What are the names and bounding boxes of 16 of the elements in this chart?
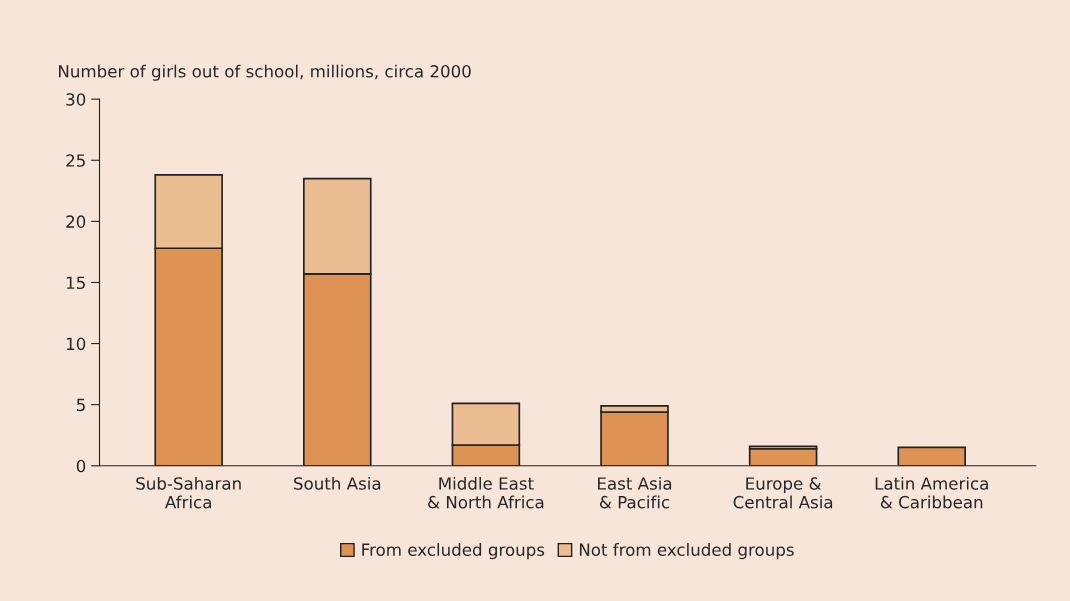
y-axis-title: Number of girls out of school, millions, circa 2000 xyxy=(59,64,471,81)
y-tick-label: 0 xyxy=(76,459,86,473)
legend-label: From excluded groups xyxy=(362,543,545,560)
x-tick-label: Middle East & North Africa xyxy=(428,476,544,509)
y-tick-label: 10 xyxy=(66,337,86,351)
legend-label: Not from excluded groups xyxy=(579,543,794,560)
x-tick-label: Latin America & Caribbean xyxy=(875,476,988,509)
y-tick-label: 15 xyxy=(66,276,85,290)
x-tick-label: East Asia & Pacific xyxy=(598,476,672,509)
y-tick-label: 20 xyxy=(66,215,86,228)
y-tick-label: 30 xyxy=(66,93,86,106)
x-tick-label: Sub-Saharan Africa xyxy=(136,476,241,509)
y-tick-label: 25 xyxy=(66,154,85,167)
x-tick-label: Europe & Central Asia xyxy=(733,477,833,509)
x-tick-label: South Asia xyxy=(294,476,381,490)
y-tick-label: 5 xyxy=(77,398,85,412)
